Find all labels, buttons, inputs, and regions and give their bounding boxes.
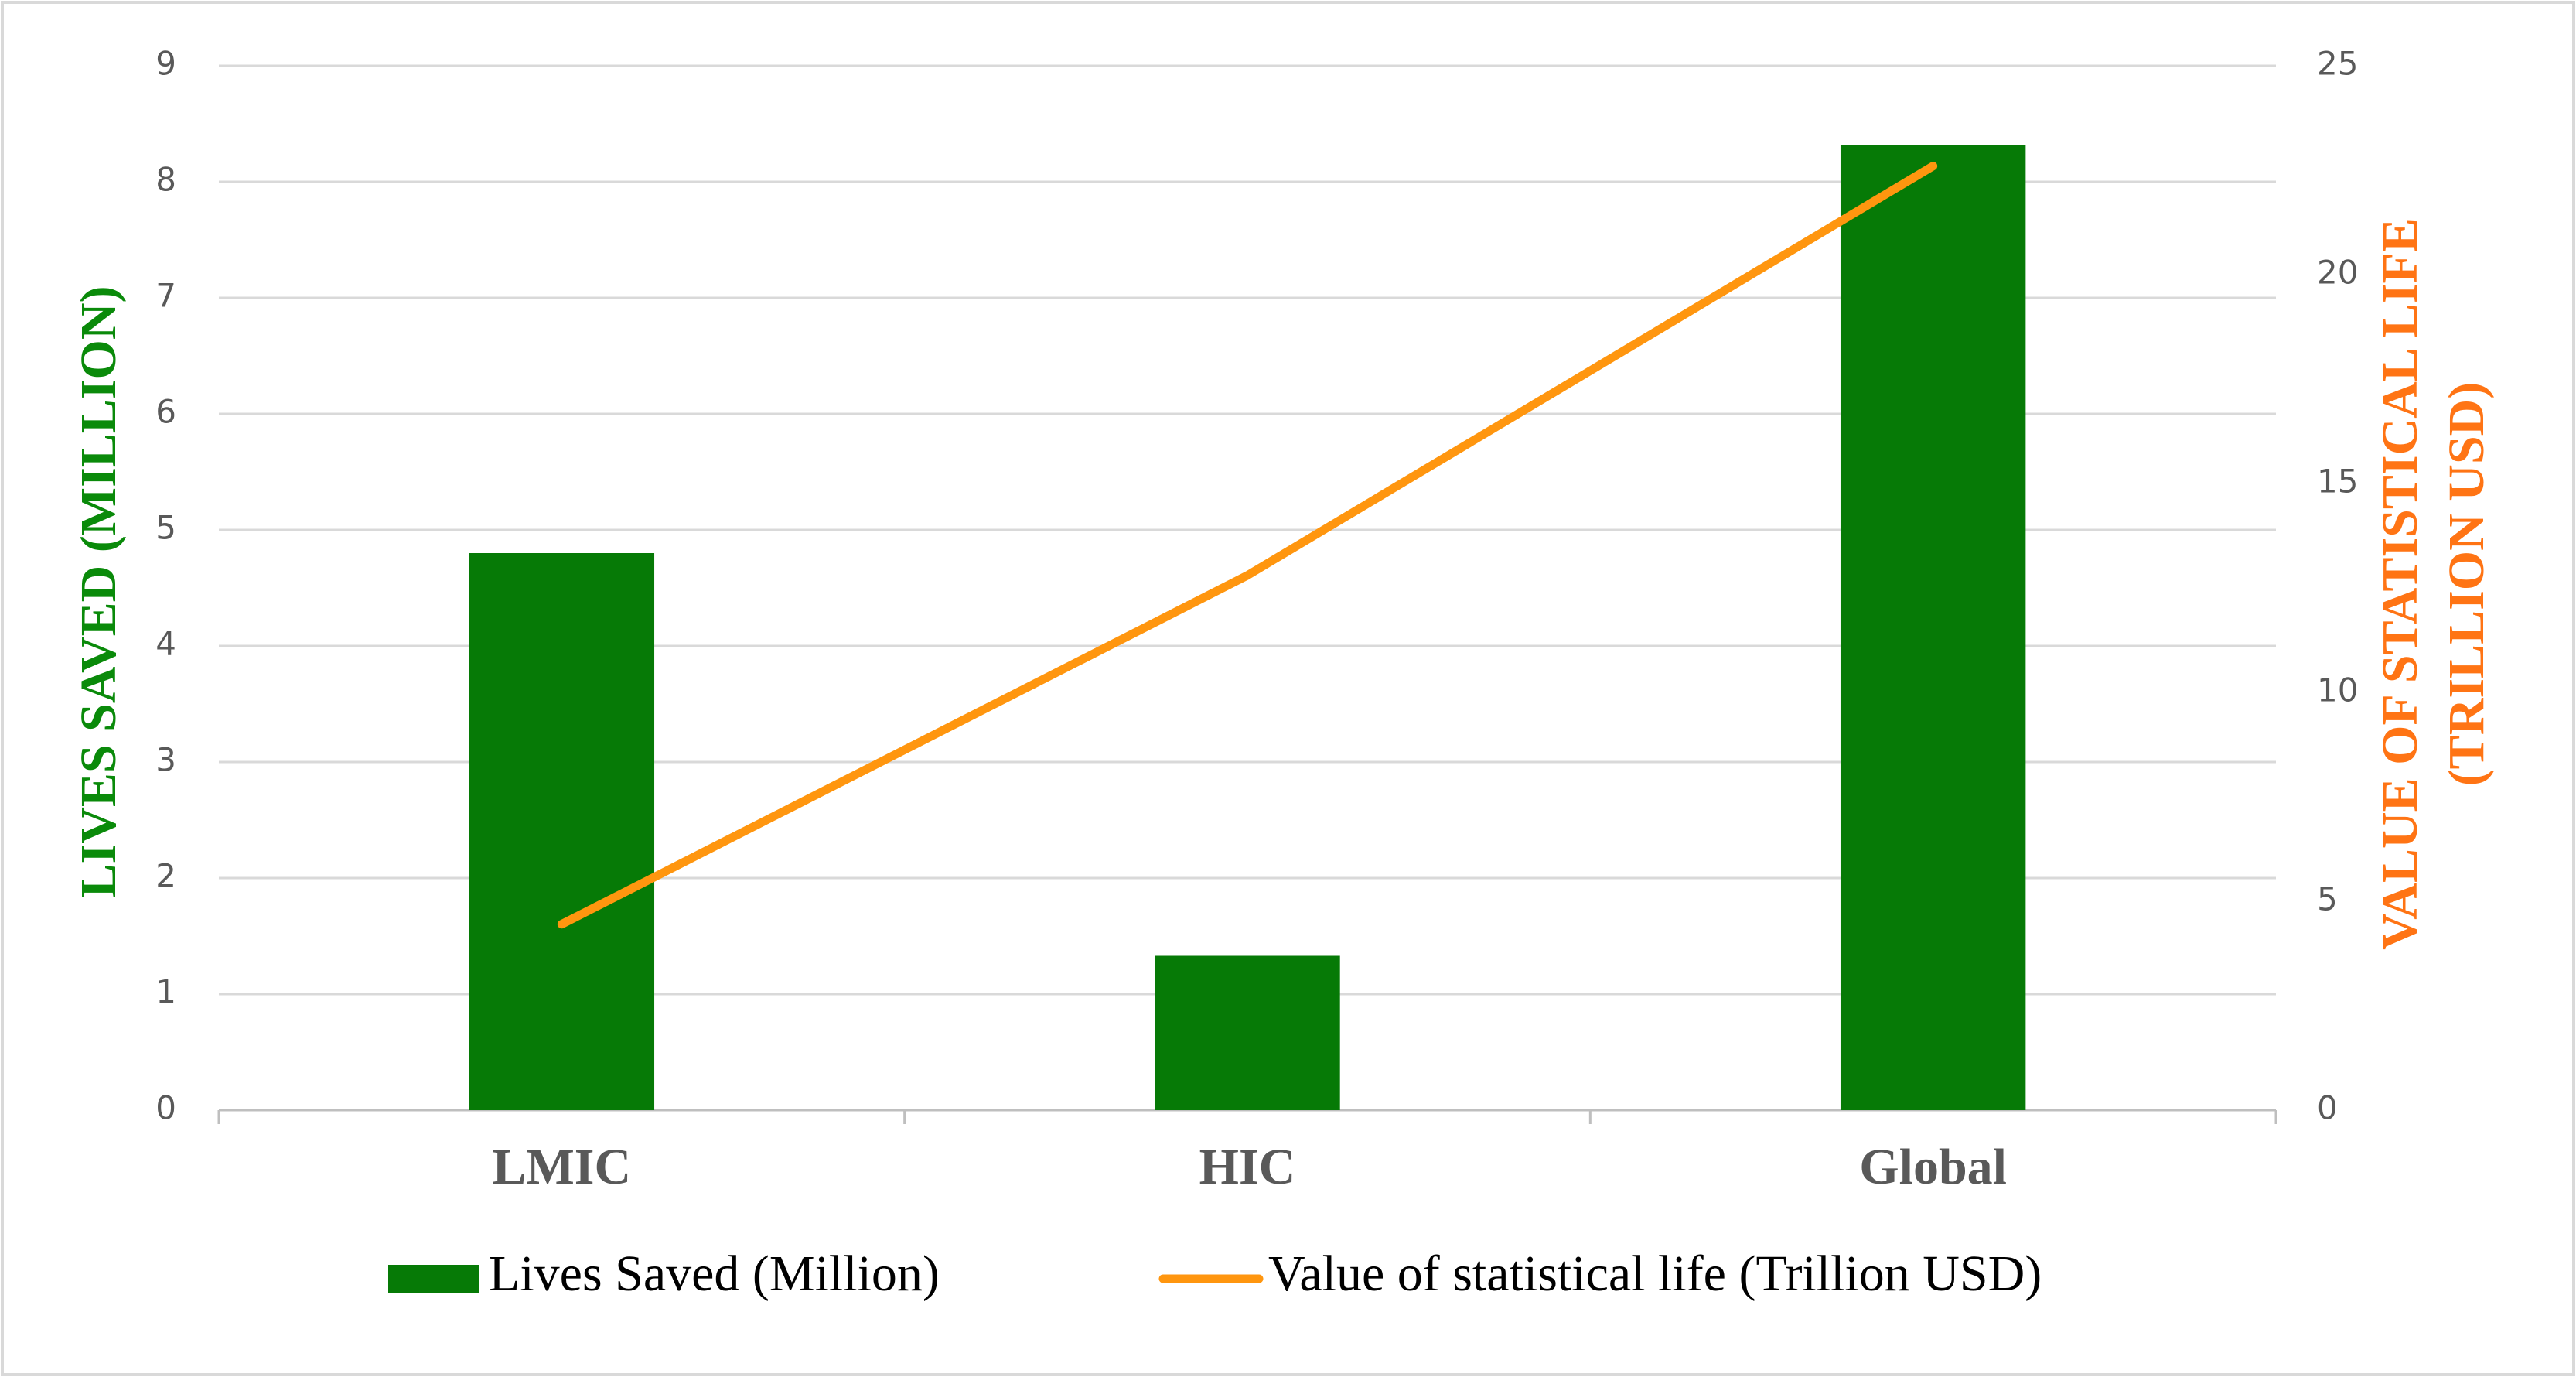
- y-tick-label: 7: [155, 277, 176, 315]
- y-tick-label: 6: [155, 393, 176, 431]
- y2-tick-label: 15: [2317, 463, 2358, 501]
- x-tick-label: LMIC: [492, 1139, 631, 1195]
- x-tick-label: HIC: [1199, 1139, 1296, 1195]
- legend-label: Value of statistical life (Trillion USD): [1268, 1245, 2042, 1302]
- y-tick-label: 0: [155, 1089, 176, 1127]
- y-tick-label: 4: [155, 625, 176, 663]
- y2-tick-label: 0: [2317, 1089, 2338, 1127]
- y2-axis-title: VALUE OF STATISTICAL LIFE: [2372, 218, 2428, 950]
- x-tick-label: Global: [1859, 1139, 2007, 1195]
- y-tick-label: 9: [155, 45, 176, 83]
- y2-tick-label: 10: [2317, 671, 2358, 709]
- y-tick-label: 8: [155, 161, 176, 199]
- y-axis-title: LIVES SAVED (MILLION): [70, 286, 127, 898]
- y-tick-label: 2: [155, 857, 176, 895]
- bar: [469, 553, 655, 1110]
- y-tick-label: 1: [155, 973, 176, 1011]
- y2-axis-title: (TRILLION USD): [2438, 382, 2495, 787]
- y-tick-label: 5: [155, 509, 176, 547]
- line: [557, 162, 1938, 929]
- y2-tick-label: 20: [2317, 254, 2358, 292]
- legend-label: Lives Saved (Million): [489, 1245, 940, 1302]
- bar: [1840, 145, 2026, 1110]
- y-tick-label: 3: [155, 741, 176, 779]
- bar: [1155, 955, 1340, 1110]
- legend-swatch: [388, 1265, 479, 1293]
- y2-tick-label: 25: [2317, 45, 2358, 83]
- y2-tick-label: 5: [2317, 880, 2338, 918]
